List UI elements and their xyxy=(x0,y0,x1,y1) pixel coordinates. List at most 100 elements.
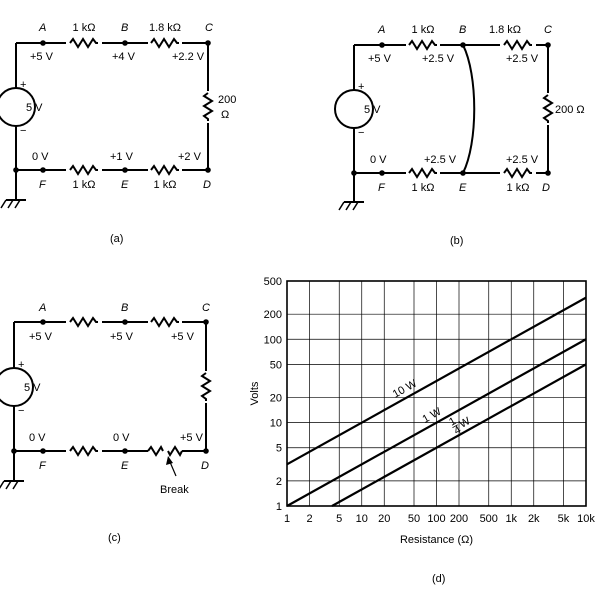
x-tick-label: 5 xyxy=(336,513,342,525)
node-a-label: A xyxy=(377,24,385,36)
resistor-cd-unit: Ω xyxy=(221,109,229,121)
resistor-bc-symbol xyxy=(503,40,533,50)
voltage-b: +4 V xyxy=(112,51,136,63)
y-tick-label: 100 xyxy=(264,334,282,346)
voltage-d: +2 V xyxy=(178,151,202,163)
resistor-fe-symbol xyxy=(69,165,99,175)
voltage-e: 0 V xyxy=(113,432,130,444)
node-c-label: C xyxy=(544,24,552,36)
node-e-label: E xyxy=(121,179,129,191)
ground-symbol xyxy=(0,189,27,209)
minus-sign: − xyxy=(358,127,364,139)
x-tick-label: 1k xyxy=(505,513,517,525)
resistor-ed-symbol xyxy=(503,168,533,178)
y-tick-label: 200 xyxy=(264,309,282,321)
node-f-label: F xyxy=(39,179,47,191)
resistor-cd-symbol xyxy=(543,94,553,124)
resistor-ab-value: 1 kΩ xyxy=(73,22,96,34)
node-d-label: D xyxy=(201,460,209,472)
node-c-label: C xyxy=(202,302,210,314)
source-voltage: 5 V xyxy=(26,102,43,114)
series-line-quarter-w xyxy=(331,363,587,507)
y-tick-label: 20 xyxy=(270,393,282,405)
voltage-e: +1 V xyxy=(110,151,134,163)
node-a-label: A xyxy=(38,22,46,34)
voltage-f: 0 V xyxy=(29,432,46,444)
resistor-bc-value: 1.8 kΩ xyxy=(149,22,181,34)
resistor-bc-symbol xyxy=(150,38,180,48)
node-f-label: F xyxy=(39,460,47,472)
resistor-cd-symbol xyxy=(201,372,211,402)
resistor-cd-value: 200 Ω xyxy=(555,104,585,116)
node-a-label: A xyxy=(38,302,46,314)
plus-sign: + xyxy=(20,79,26,91)
caption-c: (c) xyxy=(108,532,121,544)
caption-a: (a) xyxy=(110,233,123,245)
resistor-ab-value: 1 kΩ xyxy=(412,24,435,36)
voltage-a: +5 V xyxy=(30,51,54,63)
y-tick-label: 10 xyxy=(270,418,282,430)
y-tick-label: 5 xyxy=(276,443,282,455)
chart-frame xyxy=(286,280,587,507)
node-b-label: B xyxy=(121,22,128,34)
x-tick-label: 50 xyxy=(408,513,420,525)
x-tick-label: 200 xyxy=(450,513,468,525)
resistor-ed-value: 1 kΩ xyxy=(154,179,177,191)
resistor-cd-symbol xyxy=(203,92,213,122)
circuit-c: + − 5 V A B C F E D +5 V +5 V +5 V 0 V 0… xyxy=(0,302,211,544)
resistor-ab-symbol xyxy=(69,317,99,327)
voltage-f: 0 V xyxy=(32,151,49,163)
caption-b: (b) xyxy=(450,235,463,247)
node-f-label: F xyxy=(378,182,386,194)
x-tick-label: 1 xyxy=(284,513,290,525)
voltage-a: +5 V xyxy=(29,331,53,343)
circuit-b: + − 5 V A B C F E D 1 kΩ 1.8 kΩ 200 Ω 1 … xyxy=(334,24,585,247)
x-tick-label: 2k xyxy=(528,513,540,525)
svg-text:1: 1 xyxy=(447,415,458,428)
voltage-b: +2.5 V xyxy=(422,53,455,65)
chart-series-lines xyxy=(286,296,587,507)
voltage-c: +5 V xyxy=(171,331,195,343)
voltage-d: +5 V xyxy=(180,432,204,444)
node-d-label: D xyxy=(203,179,211,191)
break-label: Break xyxy=(160,484,189,496)
resistor-cd-value: 200 xyxy=(218,94,236,106)
chart-x-tick-labels: 1 2 5 10 20 50 100 200 500 1k 2k 5k 10k xyxy=(284,513,595,525)
resistor-ab-symbol xyxy=(69,38,99,48)
resistor-ed-value: 1 kΩ xyxy=(507,182,530,194)
voltage-source-symbol xyxy=(0,87,36,127)
series-label-quarter-w: 1 4 W xyxy=(447,415,473,437)
x-tick-label: 10k xyxy=(577,513,595,525)
y-tick-label: 500 xyxy=(264,276,282,288)
source-voltage: 5 V xyxy=(24,382,41,394)
break-arrow xyxy=(166,456,177,477)
chart-grid xyxy=(286,280,587,507)
plus-sign: + xyxy=(358,81,364,93)
y-tick-label: 1 xyxy=(276,501,282,513)
resistor-fe-value: 1 kΩ xyxy=(412,182,435,194)
circuit-a: + − 5 V A B C F E D 1 kΩ 1.8 kΩ 200 Ω 1 … xyxy=(0,22,236,245)
x-axis-label: Resistance (Ω) xyxy=(400,534,473,546)
node-e-label: E xyxy=(459,182,467,194)
minus-sign: − xyxy=(20,125,26,137)
resistor-fe-symbol xyxy=(408,168,438,178)
y-tick-label: 50 xyxy=(270,359,282,371)
x-tick-label: 5k xyxy=(558,513,570,525)
node-b-label: B xyxy=(121,302,128,314)
voltage-b: +5 V xyxy=(110,331,134,343)
node-e-label: E xyxy=(121,460,129,472)
voltage-e: +2.5 V xyxy=(424,154,457,166)
voltage-c: +2.5 V xyxy=(506,53,539,65)
y-tick-label: 2 xyxy=(276,476,282,488)
circuit-c-junctions xyxy=(11,319,209,454)
svg-text:4: 4 xyxy=(452,424,463,437)
ground-symbol xyxy=(338,191,365,211)
circuit-b-junctions xyxy=(351,42,551,176)
x-tick-label: 500 xyxy=(480,513,498,525)
x-tick-label: 2 xyxy=(306,513,312,525)
resistor-bc-symbol xyxy=(150,317,180,327)
circuit-a-junctions xyxy=(13,40,211,173)
resistor-ab-symbol xyxy=(408,40,438,50)
resistor-ed-broken-symbol xyxy=(147,444,183,458)
